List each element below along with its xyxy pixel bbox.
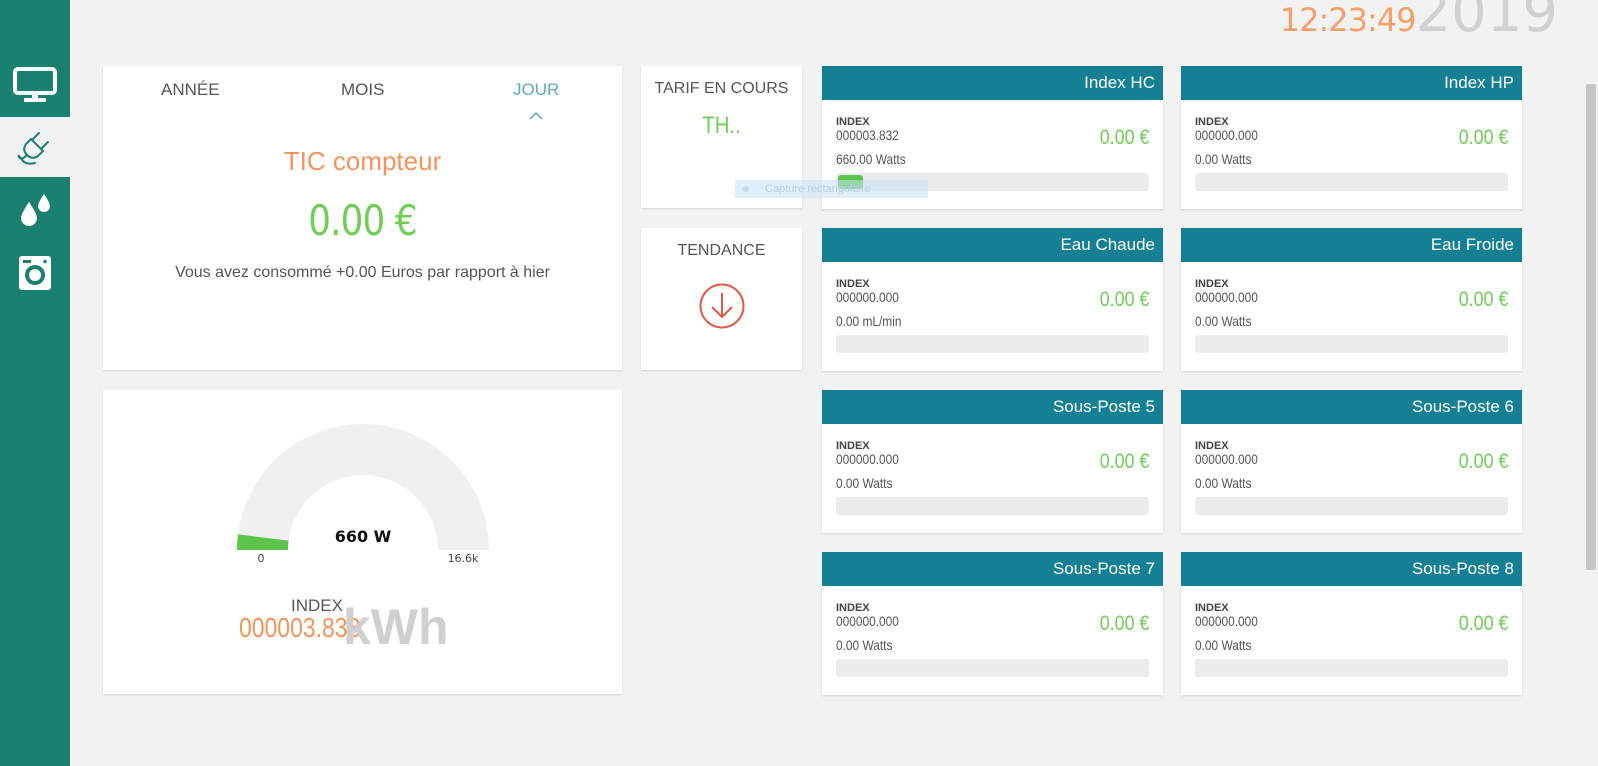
meter-price: 0.00 € — [1099, 126, 1149, 149]
meter-power: 0.00 Watts — [1195, 313, 1252, 329]
meter-index-label: INDEX — [1195, 440, 1229, 452]
power-gauge-card: 660 W 0 16.6k INDEX 000003.833 kWh — [103, 390, 622, 694]
meter-index-value: 000000.000 — [1195, 127, 1258, 143]
capture-overlay: Capture rectangulaire — [735, 180, 928, 198]
meter-index-value: 000000.000 — [836, 613, 899, 629]
meter-price: 0.00 € — [1458, 450, 1508, 473]
meter-progress-bar — [1195, 659, 1508, 677]
meter-index-value: 000003.832 — [836, 127, 899, 143]
tendance-title: TENDANCE — [677, 242, 766, 259]
meter-title: Eau Froide — [1181, 228, 1522, 262]
clock-time: 12:23:49 — [1279, 1, 1417, 39]
plug-icon — [17, 132, 49, 165]
meter-price: 0.00 € — [1099, 612, 1149, 635]
total-index-unit: kWh — [343, 599, 449, 655]
total-index-value: 000003.833 — [239, 612, 361, 643]
meter-index-label: INDEX — [1195, 116, 1229, 128]
arrow-down-circle-icon — [699, 283, 745, 329]
gauge-track — [237, 424, 489, 550]
meter-index-label: INDEX — [836, 116, 870, 128]
meter-title: Sous-Poste 7 — [822, 552, 1163, 586]
meter-card: Eau Froide INDEX 000000.000 0.00 € 0.00 Watt… — [1181, 228, 1522, 371]
meter-index-value: 000000.000 — [836, 451, 899, 467]
meter-card: Sous-Poste 6 INDEX 000000.000 0.00 € 0.00 Wa… — [1181, 390, 1522, 533]
meter-power: 0.00 mL/min — [836, 313, 902, 329]
tarif-title: TARIF EN COURS — [654, 80, 789, 97]
meter-title: Sous-Poste 5 — [822, 390, 1163, 424]
meter-progress-bar — [1195, 335, 1508, 353]
meter-power: 0.00 Watts — [836, 637, 893, 653]
sidebar-item-monitor[interactable] — [0, 55, 70, 115]
meter-progress-bar — [1195, 497, 1508, 515]
capture-overlay-label: Capture rectangulaire — [765, 183, 871, 195]
total-index-label: INDEX — [291, 596, 343, 615]
washing-machine-icon — [19, 256, 51, 290]
meter-power: 0.00 Watts — [836, 475, 893, 491]
monitor-icon — [13, 67, 57, 102]
meter-price: 0.00 € — [1099, 288, 1149, 311]
meter-price: 0.00 € — [1458, 288, 1508, 311]
tic-message: Vous avez consommé +0.00 Euros par rappo… — [175, 264, 550, 281]
meter-index-label: INDEX — [1195, 278, 1229, 290]
tab-jour[interactable]: JOUR — [513, 80, 560, 99]
meter-power: 0.00 Watts — [1195, 637, 1252, 653]
meter-progress-bar — [836, 497, 1149, 515]
meter-card: Eau Chaude INDEX 000000.000 0.00 € 0.00 mL/m… — [822, 228, 1163, 371]
clock: 12:23:492019 — [1280, 0, 1558, 51]
sidebar-item-water[interactable] — [0, 180, 70, 240]
meter-index-value: 000000.000 — [1195, 613, 1258, 629]
tic-compteur-card: ANNÉE MOIS JOUR TIC compteur 0.00 € Vous… — [103, 66, 622, 370]
meter-price: 0.00 € — [1099, 450, 1149, 473]
meter-card: Sous-Poste 7 INDEX 000000.000 0.00 € 0.00 Wa… — [822, 552, 1163, 695]
meter-title: Index HP — [1181, 66, 1522, 100]
meter-price: 0.00 € — [1458, 612, 1508, 635]
gauge-value-label: 660 W — [335, 527, 392, 546]
meter-title: Index HC — [822, 66, 1163, 100]
meter-index-value: 000000.000 — [836, 289, 899, 305]
tarif-value: TH.. — [702, 112, 741, 139]
tic-value: 0.00 € — [308, 196, 417, 245]
sidebar — [0, 0, 70, 766]
meter-title: Sous-Poste 6 — [1181, 390, 1522, 424]
tendance-card: TENDANCE — [641, 228, 802, 370]
meter-title: Sous-Poste 8 — [1181, 552, 1522, 586]
meter-price: 0.00 € — [1458, 126, 1508, 149]
meter-power: 0.00 Watts — [1195, 151, 1252, 167]
sidebar-item-electricity[interactable] — [0, 117, 70, 177]
water-drops-icon — [21, 194, 50, 226]
meter-index-label: INDEX — [836, 440, 870, 452]
meter-power: 0.00 Watts — [1195, 475, 1252, 491]
meter-card: Sous-Poste 5 INDEX 000000.000 0.00 € 0.00 Wa… — [822, 390, 1163, 533]
meter-index-label: INDEX — [836, 602, 870, 614]
gauge-min-label: 0 — [258, 552, 265, 565]
power-gauge: 660 W 0 16.6k — [237, 424, 489, 565]
chevron-up-icon — [529, 111, 543, 120]
meter-index-value: 000000.000 — [1195, 451, 1258, 467]
meter-index-value: 000000.000 — [1195, 289, 1258, 305]
meter-progress-bar — [836, 335, 1149, 353]
meter-title: Eau Chaude — [822, 228, 1163, 262]
meter-progress-bar — [836, 659, 1149, 677]
gauge-max-label: 16.6k — [448, 552, 479, 565]
meter-card: Sous-Poste 8 INDEX 000000.000 0.00 € 0.00 Wa… — [1181, 552, 1522, 695]
meter-card: Index HP INDEX 000000.000 0.00 € 0.00 Watts — [1181, 66, 1522, 209]
tic-title: TIC compteur — [283, 146, 442, 176]
meter-progress-bar — [1195, 173, 1508, 191]
clock-year: 2019 — [1415, 0, 1558, 45]
capture-dot-icon — [743, 186, 749, 192]
sidebar-item-appliance[interactable] — [0, 243, 70, 303]
meter-index-label: INDEX — [1195, 602, 1229, 614]
scrollbar[interactable] — [1584, 0, 1598, 766]
tab-annee[interactable]: ANNÉE — [161, 80, 220, 99]
meter-index-label: INDEX — [836, 278, 870, 290]
scrollbar-thumb[interactable] — [1586, 84, 1596, 570]
meter-power: 660.00 Watts — [836, 151, 906, 167]
tab-mois[interactable]: MOIS — [341, 80, 385, 99]
gauge-fill — [237, 534, 289, 550]
